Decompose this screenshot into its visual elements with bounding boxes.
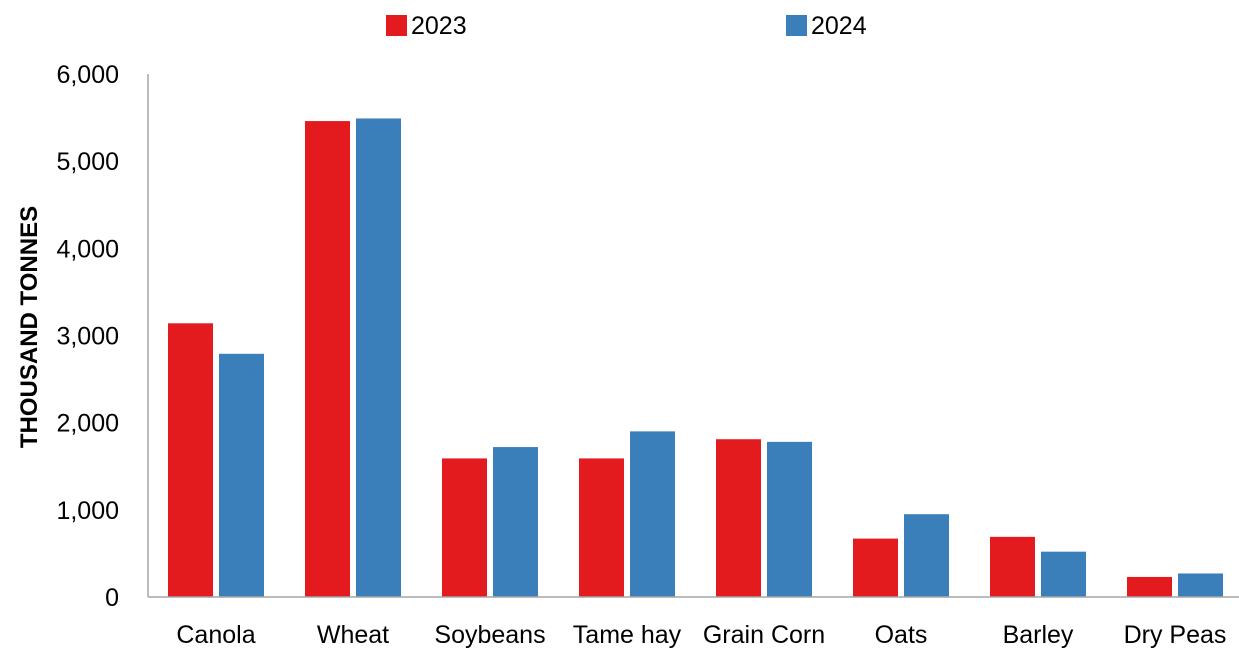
x-category-label: Grain Corn xyxy=(703,621,825,649)
x-axis-labels: Canola Wheat Soybeans Tame hay Grain Corn Oat… xyxy=(176,621,1226,649)
bar-2024-barley xyxy=(1041,551,1086,597)
y-tick-label: 0 xyxy=(105,584,119,612)
y-tick-label: 5,000 xyxy=(56,148,119,176)
x-category-label: Soybeans xyxy=(434,621,545,649)
x-category-label: Canola xyxy=(176,621,255,649)
bar-2023-tame-hay xyxy=(579,458,624,597)
legend-label-2023: 2023 xyxy=(411,12,467,40)
legend-label-2024: 2024 xyxy=(811,12,867,40)
bar-2023-wheat xyxy=(305,121,350,597)
bar-2023-soybeans xyxy=(442,458,487,597)
x-category-label: Tame hay xyxy=(573,621,682,649)
x-category-label: Wheat xyxy=(317,621,389,649)
bar-2023-grain-corn xyxy=(716,439,761,597)
x-category-label: Barley xyxy=(1003,621,1074,649)
bar-2023-barley xyxy=(990,536,1035,597)
y-tick-label: 6,000 xyxy=(56,61,119,89)
legend-swatch-2023 xyxy=(386,15,407,36)
bar-2023-oats xyxy=(853,538,898,597)
bar-2024-tame-hay xyxy=(630,431,675,597)
bar-2023-dry-peas xyxy=(1127,576,1172,597)
bar-2024-soybeans xyxy=(493,447,538,597)
bar-2024-dry-peas xyxy=(1178,573,1223,597)
bar-2024-canola xyxy=(219,353,264,597)
x-category-label: Dry Peas xyxy=(1124,621,1227,649)
bar-2023-canola xyxy=(168,323,213,597)
bar-2024-wheat xyxy=(356,118,401,597)
bar-2024-oats xyxy=(904,514,949,597)
y-tick-label: 2,000 xyxy=(56,410,119,438)
bars xyxy=(168,118,1223,597)
bar-2024-grain-corn xyxy=(767,441,812,597)
x-category-label: Oats xyxy=(875,621,928,649)
y-axis-label: THOUSAND TONNES xyxy=(16,206,43,448)
y-tick-label: 4,000 xyxy=(56,235,119,263)
y-axis-ticks: 0 1,000 2,000 3,000 4,000 5,000 6,000 xyxy=(56,61,119,612)
y-tick-label: 3,000 xyxy=(56,323,119,351)
legend: 2023 2024 xyxy=(386,12,867,40)
y-tick-label: 1,000 xyxy=(56,497,119,525)
legend-swatch-2024 xyxy=(786,15,807,36)
